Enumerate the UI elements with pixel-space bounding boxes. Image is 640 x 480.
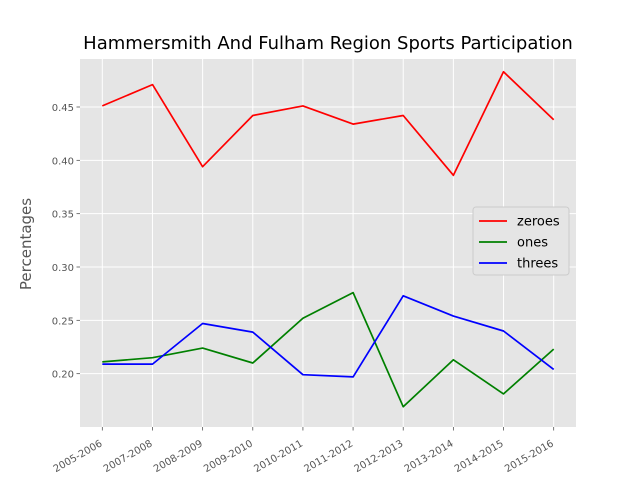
legend-label-ones: ones [517, 236, 548, 251]
y-tick-label: 0.20 [52, 370, 74, 381]
y-tick-label: 0.35 [52, 210, 74, 221]
x-tick-label: 2005-2006 [52, 438, 105, 475]
series-lines [101, 70, 555, 408]
x-tick-label: 2009-2010 [202, 438, 255, 475]
x-tick-label: 2010-2011 [252, 438, 305, 475]
y-axis-label: Percentages [17, 198, 35, 290]
series-line-threes [102, 294, 555, 378]
legend-label-zeroes: zeroes [517, 215, 560, 230]
y-tick-label: 0.45 [52, 103, 74, 114]
legend-box [472, 206, 570, 276]
x-tick-label: 2011-2012 [302, 438, 355, 475]
x-tick-label: 2013-2014 [403, 438, 456, 475]
legend: zeroes ones threes [472, 206, 570, 276]
x-tick-label: 2015-2016 [503, 438, 556, 475]
chart-title: Hammersmith And Fulham Region Sports Par… [83, 33, 573, 54]
x-tick-label: 2012-2013 [353, 438, 406, 475]
y-tick-label: 0.30 [52, 263, 74, 274]
x-tick-label: 2007-2008 [102, 438, 155, 475]
y-tick-label: 0.25 [52, 316, 74, 327]
x-tick-label: 2014-2015 [453, 438, 506, 475]
series-line-zeroes [101, 70, 555, 177]
series-line-ones [102, 291, 555, 408]
legend-label-threes: threes [517, 257, 558, 272]
x-tick-label: 2008-2009 [152, 438, 205, 475]
y-tick-label: 0.40 [52, 156, 74, 167]
